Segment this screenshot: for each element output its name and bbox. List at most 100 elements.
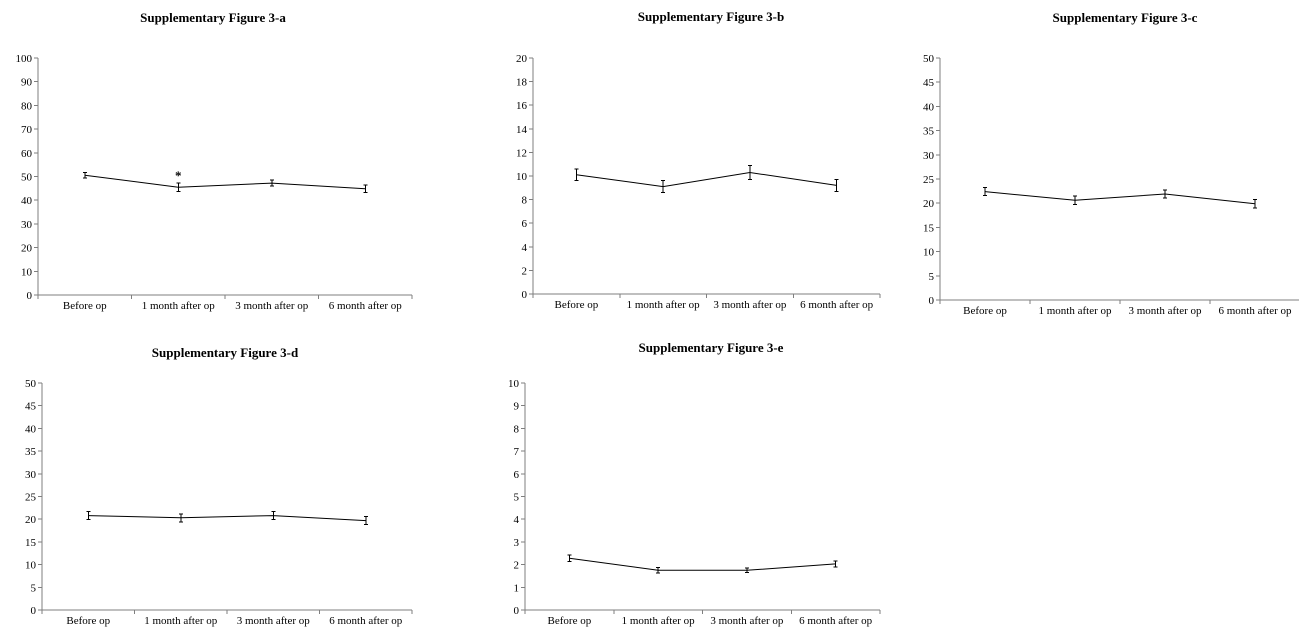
y-tick-label: 20	[21, 243, 33, 255]
x-category-label: Before op	[66, 615, 110, 627]
chart-title: Supplementary Figure 3-d	[152, 345, 299, 360]
x-category-label: 1 month after op	[622, 615, 696, 627]
y-tick-label: 9	[514, 401, 520, 413]
error-bar	[833, 560, 838, 568]
series-line	[569, 557, 836, 571]
error-bar	[574, 168, 579, 182]
x-category-label: 1 month after op	[144, 615, 218, 627]
y-tick-label: 60	[21, 148, 33, 160]
y-tick-label: 100	[16, 53, 33, 65]
chart-title: Supplementary Figure 3-b	[638, 9, 784, 24]
y-tick-label: 0	[514, 605, 520, 617]
y-tick-label: 18	[516, 77, 528, 89]
y-tick-label: 50	[21, 172, 33, 184]
y-tick-label: 0	[929, 295, 935, 307]
x-category-label: 3 month after op	[1128, 305, 1202, 317]
x-category-label: 1 month after op	[627, 299, 701, 311]
error-bar	[178, 513, 183, 523]
x-category-label: 6 month after op	[1218, 305, 1292, 317]
y-tick-label: 15	[923, 222, 935, 234]
x-category-label: 6 month after op	[799, 615, 873, 627]
error-bar	[1253, 198, 1257, 209]
y-tick-label: 0	[522, 289, 528, 301]
error-bar	[269, 179, 274, 187]
chart-title: Supplementary Figure 3-a	[140, 10, 286, 25]
y-tick-label: 5	[929, 271, 935, 283]
x-category-label: Before op	[63, 300, 107, 312]
y-tick-label: 25	[25, 492, 37, 504]
y-tick-label: 90	[21, 77, 33, 89]
chart-panel-4: Supplementary Figure 3-d 0 5 10 15 20 25 30 35 40…	[25, 345, 413, 627]
chart-panel-2: Supplementary Figure 3-b 0 2 4 6 8 10 12 14 16 18 2…	[516, 9, 881, 311]
y-tick-label: 4	[514, 514, 520, 526]
x-category-label: 3 month after op	[710, 615, 784, 627]
x-category-label: Before op	[548, 615, 592, 627]
y-tick-label: 2	[522, 265, 528, 277]
y-tick-label: 20	[516, 53, 528, 65]
series-line	[576, 171, 837, 188]
error-bar	[744, 567, 749, 574]
chart-panel-5: Supplementary Figure 3-e 0 1 2 3 4 5 6 7 8 9 10 Befo…	[508, 340, 881, 627]
y-tick-label: 0	[31, 605, 37, 617]
y-tick-label: 6	[522, 218, 528, 230]
y-tick-label: 12	[516, 147, 527, 159]
y-tick-label: 40	[923, 101, 935, 113]
y-tick-label: 30	[25, 469, 37, 481]
error-bar	[1073, 195, 1077, 206]
y-tick-label: 45	[25, 401, 37, 413]
y-tick-label: 35	[923, 126, 935, 138]
y-tick-label: 7	[514, 446, 520, 458]
y-tick-label: 15	[25, 537, 37, 549]
x-category-label: 1 month after op	[142, 300, 216, 312]
y-tick-label: 50	[923, 53, 935, 65]
y-tick-label: 3	[514, 537, 520, 549]
y-tick-label: 8	[514, 423, 520, 435]
y-tick-label: 10	[25, 560, 37, 572]
series-line	[984, 191, 1256, 205]
x-category-label: 6 month after op	[800, 299, 874, 311]
y-tick-label: 25	[923, 174, 935, 186]
chart-title: Supplementary Figure 3-c	[1053, 10, 1198, 25]
error-bar	[363, 515, 368, 526]
y-tick-label: 10	[516, 171, 528, 183]
y-tick-label: 10	[923, 247, 935, 259]
x-category-label: 6 month after op	[329, 300, 403, 312]
x-category-label: 3 month after op	[235, 300, 309, 312]
error-bar	[834, 179, 839, 192]
chart-panel-3: Supplementary Figure 3-c 0 5 10 15 20 25 30 35 40…	[923, 10, 1299, 317]
error-bar	[86, 510, 91, 521]
y-tick-label: 30	[21, 219, 33, 231]
error-bar	[656, 567, 661, 574]
y-tick-label: 50	[25, 378, 37, 390]
y-tick-label: 14	[516, 124, 528, 136]
x-category-label: 1 month after op	[1038, 305, 1112, 317]
error-bar	[1163, 189, 1167, 199]
y-tick-label: 30	[923, 150, 935, 162]
y-tick-label: 80	[21, 100, 33, 112]
y-tick-label: 2	[514, 560, 520, 572]
significance-marker: *	[175, 168, 182, 183]
y-tick-label: 5	[31, 582, 37, 594]
y-tick-label: 10	[21, 266, 33, 278]
error-bar	[271, 510, 276, 521]
x-category-label: Before op	[963, 305, 1007, 317]
y-tick-label: 4	[522, 242, 528, 254]
chart-title: Supplementary Figure 3-e	[639, 340, 784, 355]
error-bar	[363, 184, 368, 194]
y-tick-label: 40	[25, 423, 37, 435]
series-line	[84, 174, 366, 190]
chart-panel-1: Supplementary Figure 3-a 0 10 20 30 40 50 60 70 8…	[16, 10, 413, 312]
x-category-label: Before op	[555, 299, 599, 311]
series-line	[88, 515, 366, 522]
y-tick-label: 35	[25, 446, 37, 458]
y-tick-label: 10	[508, 378, 520, 390]
error-bar	[176, 182, 181, 192]
error-bar	[661, 180, 666, 194]
y-tick-label: 6	[514, 469, 520, 481]
error-bar	[82, 171, 87, 179]
x-category-label: 3 month after op	[237, 615, 311, 627]
error-bar	[747, 164, 752, 181]
y-tick-label: 0	[27, 290, 33, 302]
y-tick-label: 16	[516, 100, 528, 112]
